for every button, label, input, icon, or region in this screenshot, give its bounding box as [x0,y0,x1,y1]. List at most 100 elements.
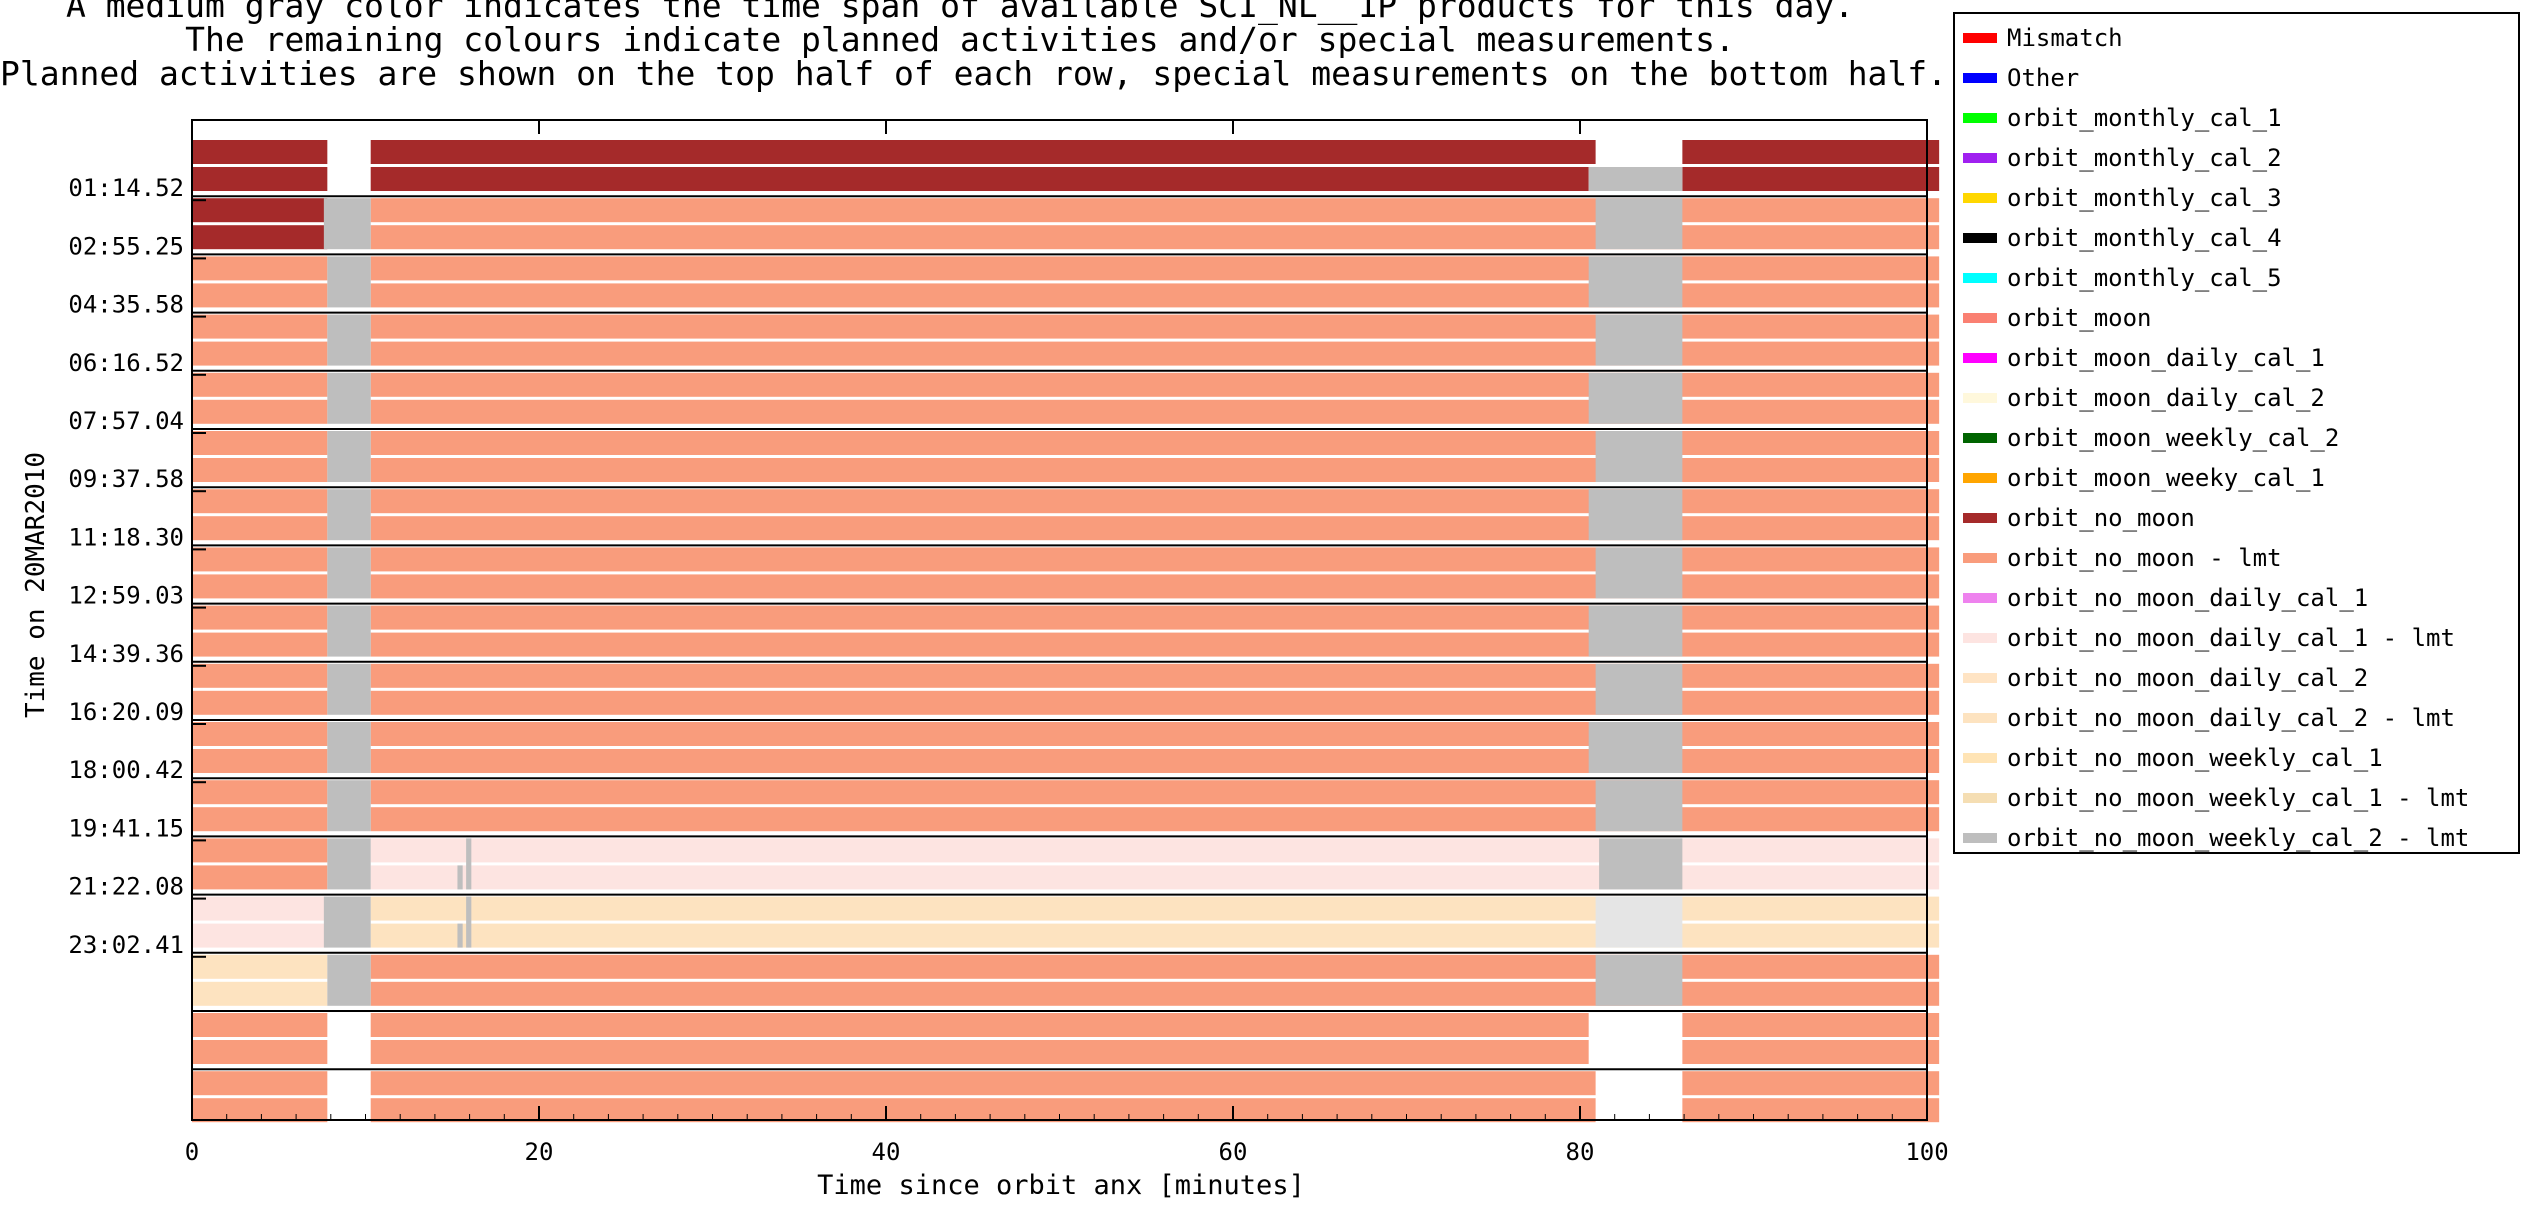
legend-item: orbit_monthly_cal_1 [1963,98,2282,138]
row-2-top-bar [192,256,328,281]
row-8-product-span [1588,605,1683,657]
legend-item: orbit_no_moon_daily_cal_1 [1963,578,2368,618]
row-0-bottom-bar [1682,167,1940,191]
row-16-bottom-bar [192,1098,328,1123]
row-12-top-bar [192,838,328,863]
row-9-bottom-bar [370,690,1940,715]
legend-label: orbit_monthly_cal_1 [2007,104,2282,132]
row-15-bottom-bar [370,1040,1589,1064]
legend-item: orbit_monthly_cal_5 [1963,258,2282,298]
legend-label: orbit_no_moon_daily_cal_1 [2007,584,2369,612]
y-tick-label: 07:57.04 [68,407,184,435]
legend-swatch [1963,113,1997,123]
y-tick-label: 01:14.52 [68,174,184,202]
row-1-bottom-bar [370,225,1940,250]
row-10-bottom-bar [370,749,1940,773]
row-7-product-span [1595,547,1683,599]
row-14-top-bar [370,954,1940,979]
row-10-product-span [1588,722,1683,773]
subtitle-line-2: The remaining colours indicate planned a… [185,20,1735,59]
row-6-bottom-bar [370,516,1940,541]
legend-swatch [1963,753,1997,763]
row-16-top-bar [192,1071,328,1096]
legend-label: Mismatch [2007,24,2123,52]
row-0-top-bar [370,140,1596,164]
legend-item: orbit_monthly_cal_4 [1963,218,2282,258]
row-1-top-bar [192,198,328,223]
row-3-bottom-bar [370,341,1940,366]
row-0-bottom-bar [370,167,1589,191]
legend-swatch [1963,433,1997,443]
row-12-bottom-bar [192,865,328,890]
legend-item: orbit_moon [1963,298,2152,338]
row-8-top-bar [370,605,1940,630]
legend-swatch [1963,553,1997,563]
row-12-product-span [466,838,472,890]
row-0-top-bar [1682,140,1940,164]
row-3-top-bar [192,314,328,339]
legend-label: orbit_moon_weekly_cal_2 [2007,424,2340,452]
legend-item: orbit_no_moon_daily_cal_1 - lmt [1963,618,2455,658]
row-9-top-bar [370,663,1940,688]
row-13-bottom-bar [370,923,1940,948]
row-9-top-bar [192,663,328,688]
legend-item: orbit_no_moon_daily_cal_2 - lmt [1963,698,2455,738]
row-14-product-span [327,954,371,1006]
row-7-top-bar [192,547,328,572]
legend-swatch [1963,673,1997,683]
timeline-plot: 0 20 40 60 80 100 01:14.52 02:55.25 04:35.58 06:1… [68,119,1949,1166]
legend-item: orbit_monthly_cal_2 [1963,138,2282,178]
legend-label: orbit_no_moon [2007,504,2195,532]
row-0-bottom-bar [192,167,328,191]
row-6-product-span [1588,489,1683,541]
row-13-product-span [466,896,472,948]
row-5-top-bar [370,431,1940,455]
y-tick-label: 06:16.52 [68,349,184,377]
row-10-top-bar [370,722,1940,746]
row-1-product-span [1595,198,1683,250]
row-15-top-bar [192,1013,328,1037]
legend-label: orbit_monthly_cal_4 [2007,224,2282,252]
legend-item: orbit_moon_daily_cal_1 [1963,338,2325,378]
legend-item: orbit_no_moon - lmt [1963,538,2282,578]
row-2-top-bar [370,256,1940,281]
row-12-bottom-bar [370,865,1940,890]
legend-label: orbit_monthly_cal_2 [2007,144,2282,172]
y-tick-label: 19:41.15 [68,814,184,842]
legend-swatch [1963,313,1997,323]
row-7-product-span [327,547,371,599]
legend-label: orbit_no_moon_daily_cal_2 - lmt [2007,704,2455,732]
row-2-product-span [1588,256,1683,308]
row-13-top-bar [192,896,328,921]
row-4-product-span [327,372,371,424]
legend-label: orbit_moon_daily_cal_1 [2007,344,2325,372]
row-4-bottom-bar [370,399,1940,424]
legend-label: orbit_no_moon_weekly_cal_2 - lmt [2007,824,2470,852]
row-11-product-span [327,780,371,832]
row-4-top-bar [370,372,1940,397]
legend-label: orbit_moon_weeky_cal_1 [2007,464,2325,492]
row-3-bottom-bar [192,341,328,366]
row-15-bottom-bar [192,1040,328,1064]
row-9-product-span [1595,663,1683,715]
row-15-bottom-bar [1682,1040,1940,1064]
row-10-bottom-bar [192,749,328,773]
legend-label: Other [2007,64,2080,92]
row-16-bottom-bar [1682,1098,1940,1123]
y-tick-label: 09:37.58 [68,465,184,493]
legend-label: orbit_no_moon_daily_cal_1 - lmt [2007,624,2455,652]
legend-item: orbit_moon_weeky_cal_1 [1963,458,2325,498]
row-6-top-bar [192,489,328,514]
legend-swatch [1963,793,1997,803]
row-5-product-span [327,431,371,482]
subtitle-line-3: Planned activities are shown on the top … [0,54,1948,93]
row-6-product-span [327,489,371,541]
legend-label: orbit_monthly_cal_5 [2007,264,2282,292]
row-12-product-span [327,838,371,890]
legend-item: orbit_moon_daily_cal_2 [1963,378,2325,418]
row-4-top-bar [192,372,328,397]
y-tick-label: 16:20.09 [68,698,184,726]
row-3-product-span [1595,314,1683,366]
row-6-bottom-bar [192,516,328,541]
row-13-product-span [1595,896,1683,948]
